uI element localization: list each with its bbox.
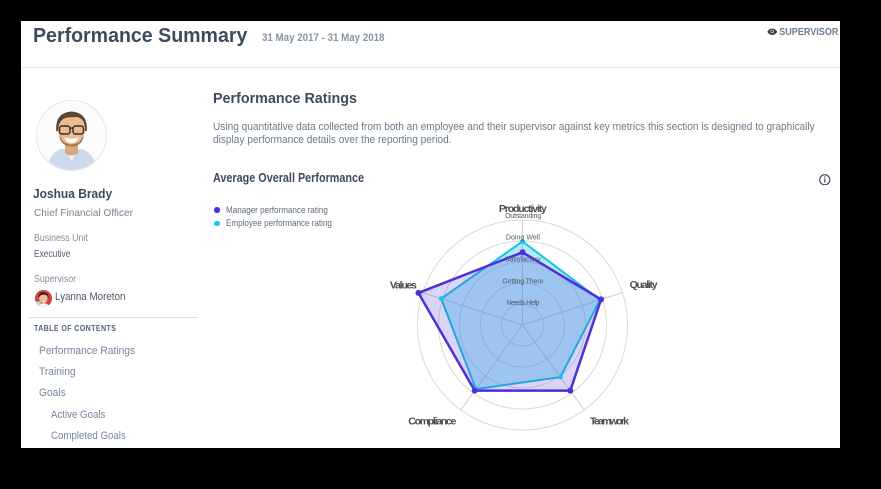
svg-text:Teamwork: Teamwork	[590, 415, 629, 427]
svg-text:Doing Well: Doing Well	[506, 234, 540, 241]
svg-text:Getting There: Getting There	[502, 279, 543, 286]
svg-text:Productivity: Productivity	[499, 203, 547, 215]
svg-text:Quality: Quality	[630, 279, 658, 291]
svg-text:Satisfactory: Satisfactory	[505, 256, 542, 263]
svg-text:Needs Help: Needs Help	[506, 300, 539, 307]
svg-text:Values: Values	[390, 280, 417, 292]
svg-text:Compliance: Compliance	[408, 415, 456, 427]
svg-text:Outstanding: Outstanding	[505, 213, 541, 220]
